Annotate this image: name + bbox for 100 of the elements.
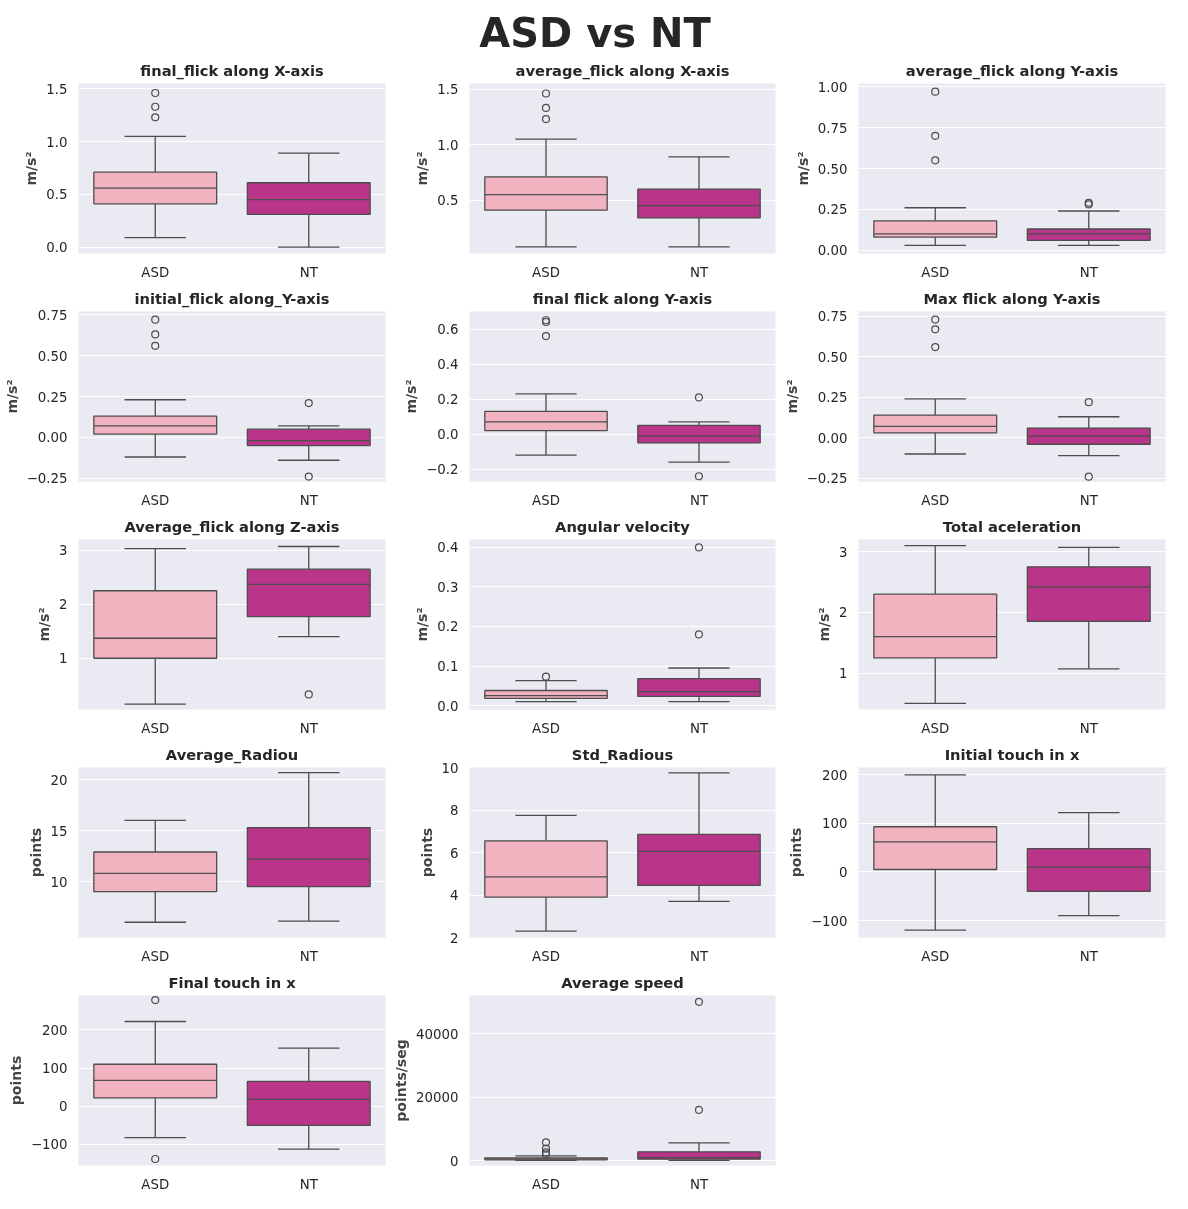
chart-title: average_flick along X-axis xyxy=(515,61,730,80)
y-axis-title: points xyxy=(787,827,804,878)
y-tick-label: 40000 xyxy=(416,1026,459,1042)
y-axis-title: points/seg xyxy=(393,1039,410,1122)
y-tick-label: 1 xyxy=(839,666,848,682)
x-tick-label: NT xyxy=(299,720,319,736)
y-axis-title: m/s² xyxy=(816,607,833,642)
y-tick-label: 1.00 xyxy=(817,79,848,95)
y-tick-label: 2 xyxy=(450,930,459,946)
y-tick-label: 0.50 xyxy=(817,349,848,365)
x-tick-label: NT xyxy=(299,948,319,964)
y-tick-label: 2 xyxy=(59,597,68,613)
y-tick-label: 6 xyxy=(450,845,459,861)
y-tick-label: 0.25 xyxy=(817,390,848,406)
y-tick-label: 0.00 xyxy=(817,430,848,446)
y-tick-label: 10 xyxy=(50,874,68,890)
y-tick-label: 0.4 xyxy=(437,540,459,556)
x-tick-label: ASD xyxy=(921,948,950,964)
y-tick-label: 0.25 xyxy=(817,202,848,218)
text: ASD vs NT xyxy=(479,9,711,58)
y-tick-label: 0.6 xyxy=(437,322,459,338)
x-tick-label: ASD xyxy=(532,720,560,736)
y-tick-label: 0.00 xyxy=(37,430,68,446)
y-tick-label: 0.25 xyxy=(37,389,68,405)
y-tick-label: 200 xyxy=(822,767,848,783)
y-tick-label: −0.25 xyxy=(806,471,848,487)
y-tick-label: 100 xyxy=(822,816,848,832)
y-tick-label: 0.0 xyxy=(437,698,459,714)
chart-title: Average speed xyxy=(561,973,684,991)
y-axis-title: m/s² xyxy=(3,379,20,414)
y-tick-label: 0.0 xyxy=(46,240,68,256)
y-tick-label: −0.2 xyxy=(426,462,459,478)
y-tick-label: −0.25 xyxy=(26,471,68,487)
y-tick-label: 0.2 xyxy=(437,619,459,635)
y-tick-label: 0.00 xyxy=(817,243,848,259)
x-tick-label: ASD xyxy=(921,492,950,508)
y-tick-label: 1.5 xyxy=(46,81,68,97)
y-tick-label: 4 xyxy=(450,888,459,903)
y-tick-label: 0.5 xyxy=(437,193,459,209)
y-tick-label: 1.5 xyxy=(437,82,459,98)
y-tick-label: 10 xyxy=(441,760,459,776)
x-tick-label: NT xyxy=(689,492,709,508)
chart-title: Std_Radious xyxy=(571,745,674,764)
y-tick-label: 0 xyxy=(59,1099,68,1115)
y-tick-label: 0.4 xyxy=(437,357,459,373)
y-axis-title: points xyxy=(418,827,435,878)
y-tick-label: 15 xyxy=(50,823,68,839)
y-tick-label: 20 xyxy=(50,772,68,788)
x-tick-label: NT xyxy=(689,1176,709,1192)
y-tick-label: 0 xyxy=(450,1153,459,1169)
chart-title: final_flick along X-axis xyxy=(140,61,324,80)
x-tick-label: NT xyxy=(689,264,709,280)
chart-title: Angular velocity xyxy=(555,517,691,535)
x-tick-label: ASD xyxy=(532,1176,560,1192)
y-tick-label: −100 xyxy=(810,913,848,929)
y-axis-title: m/s² xyxy=(403,379,420,414)
x-tick-label: NT xyxy=(1079,492,1099,508)
chart-title: average_flick along Y-axis xyxy=(905,61,1119,80)
y-axis-title: m/s² xyxy=(414,151,431,186)
x-tick-label: ASD xyxy=(141,948,170,964)
y-tick-label: 0.1 xyxy=(437,659,459,675)
x-tick-label: ASD xyxy=(921,264,950,280)
chart-title: Average_Radiou xyxy=(165,745,299,764)
y-tick-label: 0.75 xyxy=(817,120,848,136)
x-tick-label: NT xyxy=(689,948,709,964)
y-axis-title: m/s² xyxy=(783,379,800,414)
y-axis-title: points xyxy=(7,1055,24,1106)
y-tick-label: 8 xyxy=(450,803,459,818)
x-tick-label: NT xyxy=(299,264,319,280)
y-tick-label: 3 xyxy=(59,543,68,559)
chart-title: Initial touch in x xyxy=(944,745,1080,763)
y-tick-label: 0.50 xyxy=(37,348,68,364)
x-tick-label: NT xyxy=(299,1176,319,1192)
y-tick-label: 0.75 xyxy=(817,309,848,325)
chart-title: initial_flick along_Y-axis xyxy=(134,289,330,308)
x-tick-label: ASD xyxy=(532,492,560,508)
x-tick-label: ASD xyxy=(141,1176,170,1192)
y-tick-label: 200 xyxy=(42,1022,68,1038)
x-tick-label: ASD xyxy=(141,264,170,280)
y-tick-label: 0.0 xyxy=(437,427,459,443)
chart-title: Average_flick along Z-axis xyxy=(124,517,340,536)
x-tick-label: NT xyxy=(299,492,319,508)
chart-title: Total aceleration xyxy=(942,517,1082,535)
y-tick-label: 1.0 xyxy=(46,134,68,150)
x-tick-label: ASD xyxy=(921,720,950,736)
x-tick-label: NT xyxy=(689,720,709,736)
y-tick-label: 20000 xyxy=(416,1090,459,1106)
y-tick-label: 0.75 xyxy=(37,307,68,323)
y-axis-title: m/s² xyxy=(23,151,40,186)
chart-title: Final touch in x xyxy=(168,973,297,991)
x-tick-label: NT xyxy=(1079,720,1099,736)
y-axis-title: points xyxy=(27,827,44,878)
x-tick-label: ASD xyxy=(532,948,560,964)
y-tick-label: 0 xyxy=(839,864,848,880)
y-tick-label: 100 xyxy=(42,1061,68,1077)
x-tick-label: NT xyxy=(1079,948,1099,964)
y-tick-label: 2 xyxy=(839,605,848,621)
y-tick-label: 1 xyxy=(59,651,68,667)
y-tick-label: 0.5 xyxy=(46,187,68,203)
y-tick-label: 0.3 xyxy=(437,579,459,595)
